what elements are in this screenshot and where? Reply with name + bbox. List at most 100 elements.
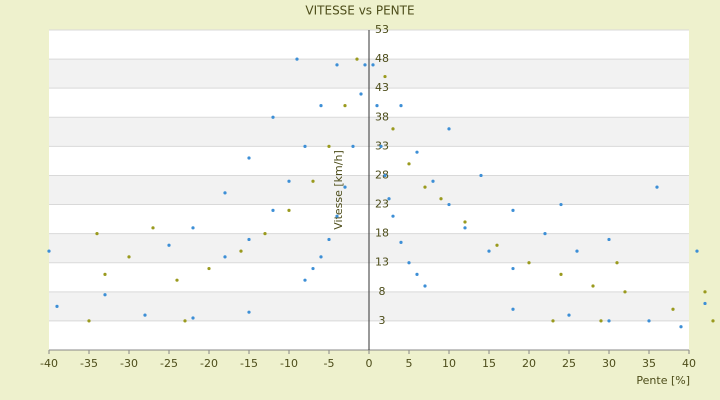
point (287, 208, 291, 212)
point (655, 185, 659, 189)
point (151, 226, 155, 230)
x-tick-label: -10 (280, 357, 298, 370)
x-tick-label: 20 (522, 357, 536, 370)
x-tick-label: 40 (682, 357, 696, 370)
point (319, 104, 323, 108)
point (623, 290, 627, 294)
x-tick-label: -30 (120, 357, 138, 370)
point (671, 307, 675, 311)
point (607, 237, 611, 242)
point (407, 162, 411, 166)
point (311, 266, 315, 271)
point (399, 240, 403, 244)
point (311, 179, 315, 183)
point (295, 57, 299, 61)
y-tick-label: 43 (375, 81, 389, 94)
y-tick-label: 28 (375, 168, 389, 181)
point (479, 173, 483, 178)
point (415, 150, 419, 154)
point (703, 301, 707, 306)
y-axis-label: Vitesse [km/h] (332, 150, 345, 230)
point (271, 115, 275, 119)
point (511, 266, 515, 271)
point (711, 319, 715, 323)
point (343, 104, 347, 108)
point (191, 226, 195, 230)
point (375, 104, 379, 108)
point (335, 214, 339, 218)
point (327, 144, 331, 148)
y-tick-label: 13 (375, 256, 389, 269)
point (647, 319, 651, 323)
point (415, 272, 419, 276)
point (303, 278, 307, 282)
y-tick-label: 8 (379, 285, 386, 298)
point (591, 284, 595, 288)
point (567, 313, 571, 317)
x-tick-label: 15 (482, 357, 496, 370)
point (371, 63, 375, 67)
point (207, 266, 211, 271)
point (431, 179, 435, 183)
point (167, 243, 171, 247)
point (543, 232, 547, 236)
point (223, 191, 227, 195)
x-tick-label: -5 (324, 357, 335, 370)
x-tick-label: -25 (160, 357, 178, 370)
point (463, 226, 467, 230)
point (271, 208, 275, 212)
point (551, 319, 555, 323)
point (351, 144, 355, 148)
point (495, 243, 499, 247)
point (379, 144, 383, 148)
y-tick-label: 53 (375, 23, 389, 36)
x-tick-label: 10 (442, 357, 456, 370)
point (423, 185, 427, 189)
point (223, 255, 227, 259)
point (391, 214, 395, 218)
x-tick-label: 0 (366, 357, 373, 370)
point (599, 319, 603, 323)
x-tick-label: -35 (80, 357, 98, 370)
point (303, 144, 307, 148)
y-tick-label: 3 (379, 314, 386, 327)
x-tick-label: 30 (602, 357, 616, 370)
y-tick-label: 38 (375, 110, 389, 123)
y-tick-label: 48 (375, 52, 389, 65)
point (327, 237, 331, 242)
point (183, 319, 187, 323)
x-tick-label: 35 (642, 357, 656, 370)
point (263, 232, 267, 236)
point (679, 325, 683, 329)
point (47, 249, 51, 253)
point (363, 63, 367, 67)
point (407, 261, 411, 265)
y-tick-label: 18 (375, 227, 389, 240)
point (287, 179, 291, 183)
point (239, 249, 243, 253)
point (87, 319, 91, 323)
point (703, 290, 707, 294)
point (527, 261, 531, 265)
point (335, 63, 339, 67)
x-tick-label: 5 (406, 357, 413, 370)
x-tick-label: 25 (562, 357, 576, 370)
point (383, 74, 387, 79)
point (559, 202, 563, 207)
point (95, 232, 99, 236)
point (191, 316, 195, 320)
point (559, 272, 563, 276)
point (355, 57, 359, 61)
point (387, 197, 391, 201)
point (103, 272, 107, 276)
chart-title: VITESSE vs PENTE (305, 4, 414, 18)
point (615, 261, 619, 265)
point (127, 255, 131, 259)
point (439, 197, 443, 201)
point (511, 307, 515, 311)
point (55, 304, 59, 308)
point (319, 255, 323, 259)
point (383, 173, 387, 178)
point (247, 237, 251, 242)
